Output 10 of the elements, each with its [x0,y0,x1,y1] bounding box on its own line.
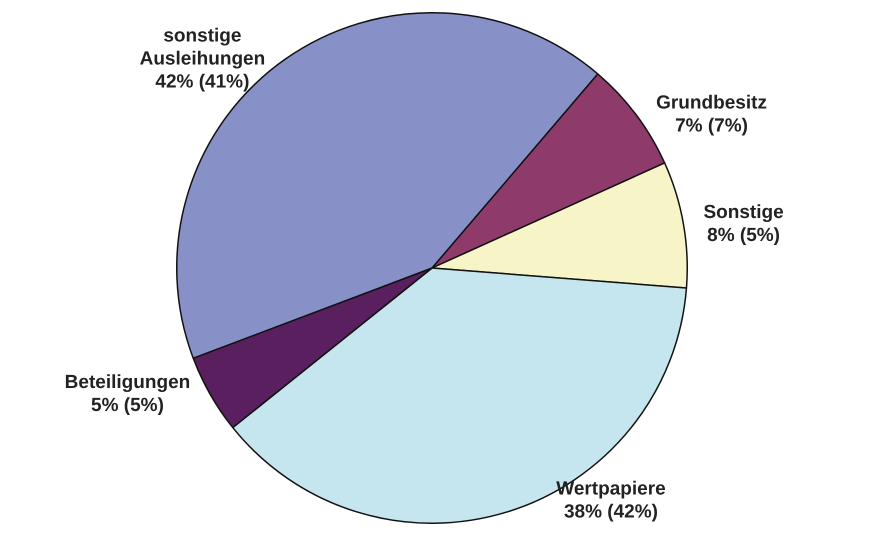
data-label: 38% (42%) [564,502,658,523]
slice-label: Beteiligungen [64,372,190,394]
data-label: 8% (5%) [707,224,780,246]
data-label: 42% (41%) [155,71,250,92]
slice-label: Grundbesitz [656,92,767,114]
slice-label: Sonstige [703,202,784,223]
slice-label: Wertpapiere [556,478,666,500]
slice-label: sonstige Ausleihungen [140,25,266,70]
data-label: 7% (7%) [675,115,748,136]
data-label: 5% (5%) [91,395,164,416]
